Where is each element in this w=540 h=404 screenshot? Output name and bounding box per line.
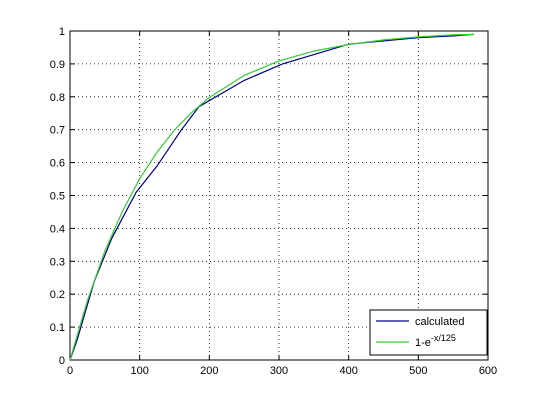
- legend-label: calculated: [415, 316, 465, 328]
- x-tick-label: 500: [409, 365, 427, 377]
- y-tick-label: 0.9: [50, 59, 65, 71]
- y-tick-label: 0.7: [50, 125, 65, 137]
- legend-text: 1-e: [415, 337, 431, 349]
- x-tick-label: 600: [479, 365, 497, 377]
- legend-label: 1-e-x/125: [415, 333, 456, 349]
- plot-frame: [69, 30, 489, 361]
- y-tick-label: 1: [59, 26, 65, 38]
- y-tick-label: 0.2: [50, 289, 65, 301]
- y-tick-label: 0.5: [50, 191, 65, 203]
- y-tick-label: 0.6: [50, 158, 65, 170]
- legend-text: calculated: [415, 316, 465, 328]
- legend-box: [369, 309, 488, 356]
- y-tick-label: 0.3: [50, 256, 65, 268]
- x-tick-label: 0: [67, 365, 73, 377]
- y-tick-label: 0.4: [50, 223, 65, 235]
- x-tick-label: 300: [270, 365, 288, 377]
- y-tick-label: 0: [59, 355, 65, 367]
- x-tick-label: 100: [130, 365, 148, 377]
- legend-exponent: -x/125: [431, 333, 456, 343]
- x-tick-label: 200: [200, 365, 218, 377]
- y-tick-label: 0.1: [50, 322, 65, 334]
- x-tick-label: 400: [339, 365, 357, 377]
- y-tick-label: 0.8: [50, 92, 65, 104]
- data-line: [69, 33, 475, 361]
